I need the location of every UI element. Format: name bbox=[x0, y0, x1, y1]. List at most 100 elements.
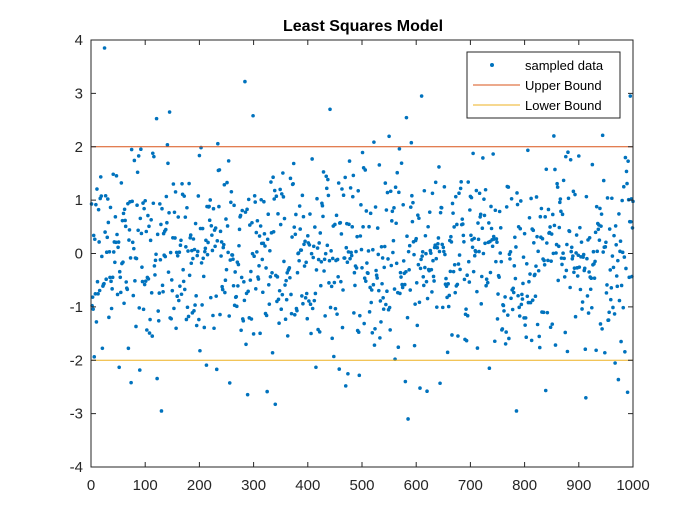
data-point bbox=[111, 250, 116, 254]
data-point bbox=[536, 268, 541, 273]
data-point bbox=[230, 253, 235, 257]
data-point bbox=[617, 298, 622, 303]
data-point bbox=[312, 298, 317, 303]
data-point bbox=[271, 175, 275, 180]
data-point bbox=[425, 389, 429, 394]
data-point bbox=[242, 298, 247, 303]
data-point bbox=[355, 234, 359, 239]
data-point bbox=[256, 277, 261, 281]
data-point bbox=[156, 309, 161, 313]
data-point bbox=[252, 254, 256, 259]
data-point bbox=[174, 250, 179, 255]
data-point bbox=[249, 317, 254, 321]
data-point bbox=[397, 190, 401, 195]
data-point bbox=[265, 237, 270, 242]
data-point bbox=[388, 189, 393, 194]
data-point bbox=[321, 214, 325, 219]
x-tick-label: 700 bbox=[458, 477, 483, 494]
data-point bbox=[488, 270, 493, 275]
data-point bbox=[270, 350, 275, 355]
data-point bbox=[380, 281, 384, 286]
data-point bbox=[255, 250, 259, 254]
data-point bbox=[542, 263, 547, 267]
data-point bbox=[323, 314, 327, 318]
data-point bbox=[269, 180, 273, 184]
x-tick-label: 300 bbox=[241, 477, 266, 494]
data-point bbox=[100, 346, 105, 351]
data-point bbox=[534, 264, 538, 268]
data-point bbox=[577, 265, 582, 269]
data-point bbox=[387, 134, 391, 139]
data-point bbox=[243, 210, 248, 214]
data-point bbox=[489, 204, 493, 209]
data-point bbox=[217, 204, 221, 209]
data-point bbox=[579, 240, 584, 244]
data-point bbox=[108, 275, 112, 280]
data-point bbox=[110, 287, 114, 291]
data-point bbox=[204, 363, 209, 367]
data-point bbox=[441, 245, 446, 250]
data-point bbox=[384, 302, 388, 307]
data-point bbox=[581, 255, 585, 259]
data-point bbox=[297, 204, 302, 208]
data-point bbox=[378, 336, 382, 340]
data-point bbox=[510, 307, 515, 312]
data-point bbox=[258, 331, 262, 336]
data-point bbox=[155, 232, 160, 237]
data-point bbox=[455, 222, 459, 227]
data-point bbox=[149, 218, 153, 222]
data-point bbox=[461, 222, 465, 226]
data-point bbox=[527, 215, 532, 220]
data-point bbox=[285, 271, 290, 275]
data-point bbox=[352, 270, 357, 275]
data-point bbox=[453, 290, 458, 295]
data-point bbox=[237, 227, 242, 232]
data-point bbox=[231, 257, 235, 261]
data-point bbox=[214, 294, 218, 298]
data-point bbox=[544, 167, 549, 172]
data-point bbox=[502, 309, 506, 313]
data-point bbox=[573, 192, 577, 197]
x-tick-label: 1000 bbox=[616, 477, 649, 494]
data-point bbox=[95, 279, 100, 284]
data-point bbox=[135, 170, 140, 175]
data-point bbox=[580, 300, 585, 304]
data-point bbox=[398, 270, 403, 275]
data-point bbox=[524, 335, 529, 340]
data-point bbox=[223, 290, 227, 295]
data-point bbox=[542, 258, 546, 263]
data-point bbox=[403, 379, 408, 384]
data-point bbox=[625, 181, 629, 186]
data-point bbox=[182, 287, 187, 292]
data-point bbox=[489, 226, 494, 231]
data-point bbox=[586, 311, 591, 315]
data-point bbox=[379, 320, 383, 324]
data-point bbox=[467, 280, 472, 284]
data-point bbox=[308, 212, 312, 216]
data-point bbox=[309, 251, 314, 256]
data-point bbox=[218, 312, 222, 317]
data-point bbox=[448, 269, 453, 274]
data-point bbox=[340, 325, 345, 330]
data-point bbox=[506, 185, 511, 189]
data-point bbox=[181, 279, 186, 284]
data-point bbox=[566, 196, 571, 201]
data-point bbox=[196, 194, 201, 198]
data-point bbox=[433, 180, 438, 185]
data-point bbox=[558, 200, 562, 205]
data-point bbox=[613, 361, 617, 365]
data-point bbox=[629, 219, 633, 224]
y-tick-label: 2 bbox=[75, 139, 83, 156]
data-point bbox=[307, 299, 311, 303]
data-point bbox=[279, 307, 284, 312]
data-point bbox=[138, 216, 143, 221]
data-point bbox=[219, 254, 223, 258]
data-point bbox=[268, 248, 272, 253]
data-point bbox=[257, 264, 261, 268]
data-point bbox=[317, 330, 322, 334]
data-point bbox=[248, 278, 253, 282]
data-point bbox=[257, 234, 262, 238]
data-point bbox=[116, 240, 121, 244]
y-tick-label: -2 bbox=[70, 352, 83, 369]
data-point bbox=[557, 225, 562, 230]
